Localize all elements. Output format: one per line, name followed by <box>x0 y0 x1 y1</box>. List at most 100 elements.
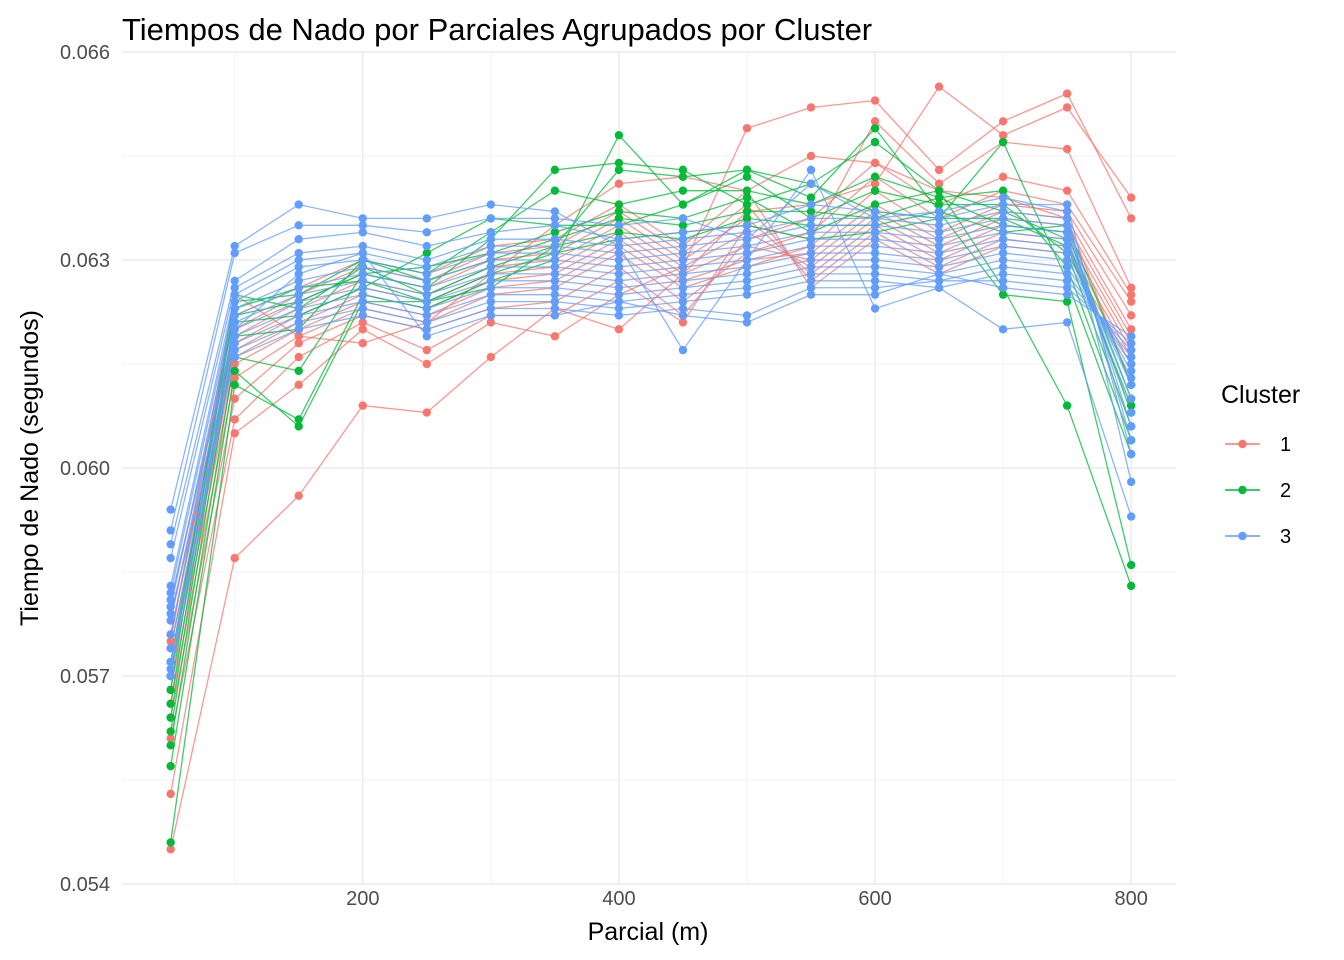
data-point-cluster-3 <box>230 283 239 292</box>
data-point-cluster-3 <box>870 262 880 272</box>
data-point-cluster-3 <box>998 207 1008 216</box>
data-point-cluster-2 <box>678 221 688 230</box>
data-point-cluster-3 <box>806 165 816 175</box>
series-line-cluster-3 <box>170 273 1132 677</box>
data-point-cluster-1 <box>1126 325 1136 334</box>
data-point-cluster-3 <box>358 297 367 306</box>
data-point-cluster-1 <box>294 332 303 341</box>
data-point-cluster-1 <box>1062 89 1072 98</box>
data-point-cluster-3 <box>422 332 432 341</box>
data-point-cluster-3 <box>294 235 303 244</box>
x-tick-label: 800 <box>1114 888 1147 910</box>
data-point-cluster-3 <box>230 241 239 251</box>
data-point-cluster-3 <box>230 297 239 306</box>
data-point-cluster-1 <box>1126 214 1136 223</box>
series-line-cluster-1 <box>170 92 1132 794</box>
data-point-cluster-3 <box>678 304 688 313</box>
data-point-cluster-3 <box>550 248 560 258</box>
data-point-cluster-2 <box>550 186 560 195</box>
data-point-cluster-3 <box>1126 436 1136 445</box>
data-point-cluster-3 <box>998 276 1008 285</box>
legend-title: Cluster <box>1221 381 1300 409</box>
data-point-cluster-2 <box>742 214 752 223</box>
data-point-cluster-3 <box>678 248 688 258</box>
data-point-cluster-3 <box>934 255 944 265</box>
data-point-cluster-3 <box>806 276 816 285</box>
data-point-cluster-1 <box>870 179 880 188</box>
data-point-cluster-3 <box>806 228 816 237</box>
data-point-cluster-2 <box>1126 560 1136 570</box>
data-point-cluster-2 <box>294 366 303 376</box>
data-point-cluster-3 <box>166 664 175 674</box>
data-point-cluster-1 <box>550 332 560 341</box>
data-point-cluster-3 <box>934 283 944 292</box>
data-point-cluster-2 <box>998 290 1008 299</box>
data-point-cluster-2 <box>1126 581 1136 591</box>
data-point-cluster-3 <box>230 352 239 362</box>
data-point-cluster-2 <box>678 186 688 195</box>
legend: Cluster 1 2 3 <box>1221 381 1300 548</box>
y-tick-label: 0.060 <box>60 458 110 480</box>
data-point-cluster-2 <box>614 158 624 168</box>
data-point-cluster-2 <box>614 131 624 140</box>
data-point-cluster-3 <box>678 214 688 223</box>
data-point-cluster-1 <box>422 359 432 369</box>
data-point-cluster-3 <box>614 269 624 279</box>
data-point-cluster-3 <box>294 248 303 258</box>
data-point-cluster-1 <box>166 845 175 854</box>
y-tick-label: 0.066 <box>60 42 110 64</box>
data-point-cluster-3 <box>422 318 432 327</box>
data-point-cluster-1 <box>166 637 175 646</box>
data-point-cluster-3 <box>934 235 944 244</box>
series-line-cluster-3 <box>170 231 1132 607</box>
series-line-cluster-1 <box>170 120 1132 739</box>
data-point-cluster-2 <box>1126 401 1136 410</box>
data-point-cluster-3 <box>486 200 496 209</box>
data-point-cluster-2 <box>166 713 175 722</box>
data-point-cluster-3 <box>358 290 367 299</box>
data-point-cluster-3 <box>294 325 303 334</box>
legend-label-cluster-1: 1 <box>1280 434 1291 456</box>
data-point-cluster-3 <box>742 228 752 237</box>
data-point-cluster-2 <box>742 207 752 216</box>
data-point-cluster-3 <box>486 241 496 251</box>
data-point-cluster-2 <box>550 228 560 237</box>
data-point-cluster-3 <box>1126 512 1136 521</box>
data-point-cluster-3 <box>422 255 432 265</box>
data-point-cluster-3 <box>550 255 560 265</box>
data-point-cluster-3 <box>166 630 175 639</box>
data-point-cluster-3 <box>550 304 560 313</box>
y-axis-ticks: 0.054 0.057 0.060 0.063 0.066 <box>60 42 110 896</box>
data-point-cluster-3 <box>1062 228 1072 237</box>
data-point-cluster-3 <box>614 283 624 292</box>
data-point-cluster-1 <box>358 339 367 348</box>
data-point-cluster-1 <box>230 429 239 438</box>
y-tick-label: 0.063 <box>60 250 110 272</box>
series-lines <box>170 85 1132 850</box>
data-point-cluster-1 <box>294 339 303 348</box>
data-point-cluster-2 <box>166 761 175 771</box>
data-point-cluster-2 <box>870 172 880 181</box>
data-point-cluster-3 <box>1126 422 1136 431</box>
data-point-cluster-3 <box>486 269 496 279</box>
data-point-cluster-1 <box>230 553 239 563</box>
data-point-cluster-3 <box>166 526 175 535</box>
data-point-cluster-1 <box>358 401 367 410</box>
data-point-cluster-3 <box>998 255 1008 265</box>
data-point-cluster-3 <box>870 221 880 230</box>
data-point-cluster-3 <box>870 269 880 279</box>
data-point-cluster-3 <box>230 345 239 355</box>
series-line-cluster-3 <box>170 238 1132 621</box>
data-point-cluster-3 <box>358 269 367 279</box>
data-point-cluster-3 <box>294 290 303 299</box>
data-point-cluster-3 <box>934 214 944 223</box>
data-point-cluster-3 <box>486 214 496 223</box>
data-point-cluster-3 <box>166 505 175 514</box>
data-point-cluster-3 <box>998 214 1008 223</box>
data-point-cluster-3 <box>230 332 239 341</box>
series-line-cluster-3 <box>170 280 1132 614</box>
series-line-cluster-3 <box>170 252 1132 649</box>
data-point-cluster-2 <box>934 186 944 195</box>
data-point-cluster-3 <box>550 262 560 272</box>
data-point-cluster-3 <box>998 235 1008 244</box>
